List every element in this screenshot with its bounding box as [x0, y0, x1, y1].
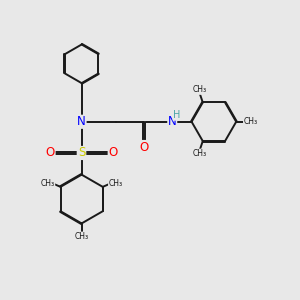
Text: CH₃: CH₃ — [41, 179, 55, 188]
Text: O: O — [108, 146, 118, 160]
Text: N: N — [77, 115, 86, 128]
Text: N: N — [168, 115, 177, 128]
Text: S: S — [78, 146, 85, 160]
Text: CH₃: CH₃ — [75, 232, 89, 241]
Text: H: H — [173, 110, 180, 120]
Text: CH₃: CH₃ — [109, 179, 123, 188]
Text: CH₃: CH₃ — [193, 149, 207, 158]
Text: O: O — [46, 146, 55, 160]
Text: CH₃: CH₃ — [193, 85, 207, 94]
Text: O: O — [140, 140, 149, 154]
Text: CH₃: CH₃ — [243, 117, 257, 126]
